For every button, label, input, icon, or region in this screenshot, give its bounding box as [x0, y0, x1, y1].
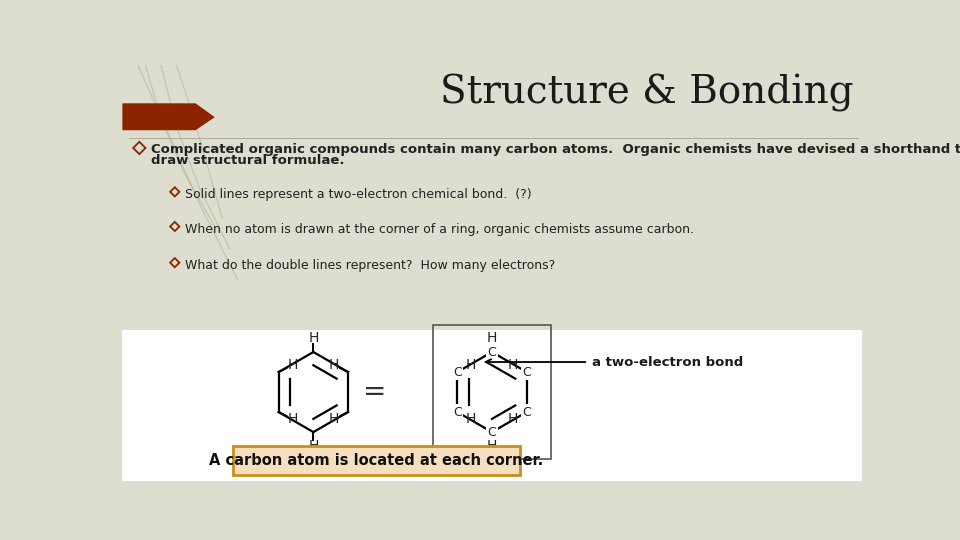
Text: H: H: [287, 358, 298, 372]
Bar: [433, 325, 551, 459]
Text: C: C: [522, 366, 531, 379]
Text: When no atom is drawn at the corner of a ring, organic chemists assume carbon.: When no atom is drawn at the corner of a…: [184, 222, 694, 235]
Text: H: H: [287, 412, 298, 426]
Text: H: H: [487, 439, 497, 453]
Text: C: C: [522, 406, 531, 419]
Text: H: H: [487, 331, 497, 345]
Text: a two-electron bond: a two-electron bond: [592, 355, 743, 368]
Text: What do the double lines represent?  How many electrons?: What do the double lines represent? How …: [184, 259, 555, 272]
Text: H: H: [329, 412, 340, 426]
Text: H: H: [466, 358, 476, 372]
Text: C: C: [453, 366, 462, 379]
Text: draw structural formulae.: draw structural formulae.: [151, 154, 345, 167]
Text: =: =: [363, 378, 387, 406]
FancyBboxPatch shape: [233, 446, 519, 475]
Text: H: H: [508, 358, 518, 372]
Text: C: C: [453, 406, 462, 419]
Text: C: C: [488, 426, 496, 438]
Text: H: H: [308, 439, 319, 453]
Text: C: C: [488, 346, 496, 359]
Text: H: H: [466, 412, 476, 426]
Polygon shape: [123, 103, 215, 130]
Text: Structure & Bonding: Structure & Bonding: [441, 74, 853, 112]
Text: H: H: [329, 358, 340, 372]
Text: Complicated organic compounds contain many carbon atoms.  Organic chemists have : Complicated organic compounds contain ma…: [151, 143, 960, 156]
Text: H: H: [308, 331, 319, 345]
Text: A carbon atom is located at each corner.: A carbon atom is located at each corner.: [209, 453, 543, 468]
Bar: [123, 330, 861, 481]
Text: H: H: [508, 412, 518, 426]
Text: Solid lines represent a two-electron chemical bond.  (?): Solid lines represent a two-electron che…: [184, 188, 532, 201]
